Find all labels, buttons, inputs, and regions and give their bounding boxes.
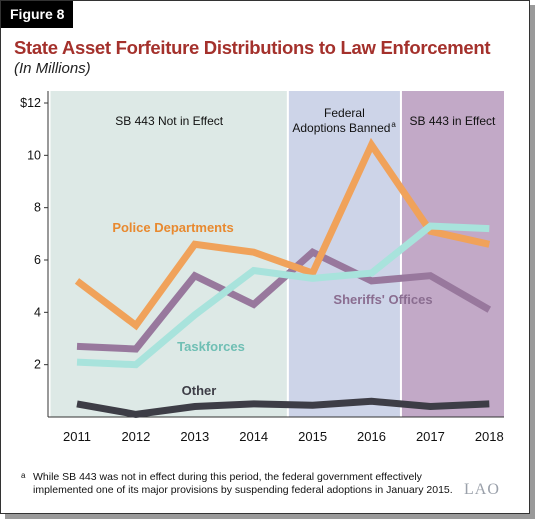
chart-subtitle: (In Millions)	[14, 60, 91, 77]
y-tick-label-5: 2	[34, 358, 41, 372]
x-tick-label-7: 2018	[475, 429, 504, 444]
y-tick-label-3: 6	[34, 253, 41, 267]
x-tick-label-0: 2011	[63, 429, 91, 444]
series-label-taskforces: Taskforces	[177, 339, 245, 354]
y-tick-label-2: 8	[34, 201, 41, 215]
region-label-1-line2: Adoptions Banned	[292, 121, 390, 135]
x-tick-label-6: 2017	[416, 429, 445, 444]
x-tick-label-1: 2012	[121, 429, 150, 444]
footnote: a While SB 443 was not in effect during …	[21, 471, 453, 497]
series-line-police	[74, 137, 491, 331]
figure-label: Figure 8	[1, 1, 74, 28]
region-2	[400, 91, 504, 417]
region-label-0: SB 443 Not in Effect	[115, 114, 224, 128]
x-tick-label-2: 2013	[180, 429, 209, 444]
series-line-other	[76, 397, 490, 418]
series-lines	[74, 137, 492, 418]
axes: $12 10 8 6 4 2 2011 2012 2013 2014 2015 2016 2017 201…	[20, 91, 504, 444]
region-1	[287, 91, 401, 417]
lao-logo: LAO	[464, 481, 500, 498]
series-line-taskforces	[76, 222, 490, 369]
series-label-police: Police Departments	[112, 220, 233, 235]
series-label-other: Other	[182, 383, 217, 398]
figure-frame: Figure 8 State Asset Forfeiture Distribu…	[0, 0, 530, 514]
region-footnote-marker: a	[391, 120, 396, 129]
footnote-text: While SB 443 was not in effect during th…	[33, 471, 453, 496]
x-tick-label-4: 2015	[298, 429, 327, 444]
x-tick-label-3: 2014	[239, 429, 268, 444]
y-tick-label-0: $12	[20, 96, 41, 110]
y-tick-label-4: 4	[34, 305, 41, 319]
series-labels: Police Departments Taskforces Sheriffs' Of…	[112, 220, 432, 398]
footnote-marker: a	[21, 471, 26, 480]
series-label-sheriffs: Sheriffs' Offices	[333, 292, 432, 307]
x-tick-label-5: 2016	[357, 429, 386, 444]
chart-title: State Asset Forfeiture Distributions to …	[14, 37, 491, 58]
region-label-1: Federal	[324, 106, 365, 120]
series-line-sheriffs	[76, 248, 492, 353]
y-tick-label-1: 10	[27, 148, 41, 162]
region-label-2: SB 443 in Effect	[410, 114, 497, 128]
